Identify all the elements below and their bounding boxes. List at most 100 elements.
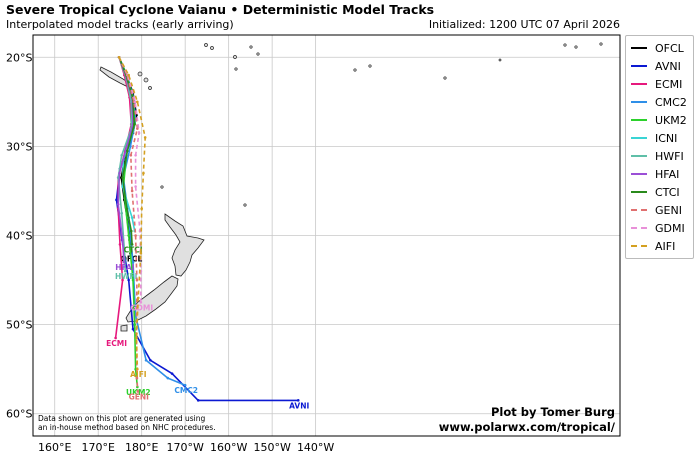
track-label-avni: AVNI — [289, 401, 309, 410]
track-point — [121, 176, 124, 179]
track-point — [118, 171, 121, 175]
track-point — [130, 189, 134, 193]
track-label-aifi: AIFI — [130, 370, 147, 379]
lon-tick-label: 180°E — [125, 441, 158, 454]
legend: OFCL AVNI ECMI CMC2 UKM2 ICNI HWFI HFAI CTCI GENI… — [625, 35, 694, 259]
legend-item-icni: ICNI — [626, 129, 693, 147]
data-note-line1: Data shown on this plot are generated us… — [38, 414, 206, 423]
track-point — [135, 336, 138, 340]
track-label-geni: GENI — [129, 392, 150, 401]
credit-url[interactable]: www.polarwx.com/tropical/ — [438, 420, 615, 434]
legend-label: AVNI — [655, 59, 681, 73]
track-point — [120, 211, 124, 215]
chart-title: Severe Tropical Cyclone Vaianu • Determi… — [6, 2, 435, 17]
legend-item-hwfi: HWFI — [626, 147, 693, 165]
legend-swatch — [631, 191, 647, 193]
lon-tick-label: 170°W — [166, 441, 203, 454]
track-point — [120, 154, 124, 157]
track-point — [131, 260, 135, 264]
track-point — [131, 278, 135, 282]
small-islands — [137, 42, 603, 207]
track-point — [140, 207, 144, 211]
legend-label: AIFI — [655, 239, 676, 253]
legend-swatch — [631, 245, 647, 247]
legend-swatch — [631, 155, 647, 157]
legend-label: UKM2 — [655, 113, 687, 127]
legend-item-aifi: AIFI — [626, 237, 693, 255]
legend-item-cmc2: CMC2 — [626, 93, 693, 111]
lon-tick-label: 170°E — [81, 441, 114, 454]
legend-label: GENI — [655, 203, 682, 217]
track-label-hfai: HFAI — [115, 263, 134, 272]
track-point — [121, 238, 124, 242]
track-point — [135, 376, 139, 380]
track-point — [133, 323, 137, 326]
data-note-line2: an in-house method based on NHC procedur… — [38, 423, 216, 432]
chart-subtitle: Interpolated model tracks (early arrivin… — [6, 18, 234, 31]
track-point — [118, 243, 122, 246]
legend-swatch — [631, 137, 647, 139]
track-point — [136, 367, 139, 371]
track-point — [196, 399, 200, 402]
track-point — [134, 154, 137, 157]
lon-tick-label: 140°W — [297, 441, 334, 454]
data-note: Data shown on this plot are generated us… — [38, 414, 216, 432]
track-label-ctci: CTCI — [124, 245, 143, 254]
track-point — [127, 73, 130, 77]
track-point — [144, 358, 148, 362]
legend-swatch — [631, 227, 647, 229]
track-point — [127, 234, 130, 237]
track-point — [122, 260, 126, 264]
track-point — [116, 203, 120, 206]
legend-label: HFAI — [655, 167, 680, 181]
map-frame — [32, 34, 621, 437]
track-point — [136, 390, 140, 393]
track-point — [131, 327, 135, 331]
track-point — [134, 185, 137, 188]
track-point — [127, 278, 130, 282]
track-point — [129, 145, 132, 148]
track-point — [117, 55, 121, 59]
legend-swatch — [631, 47, 647, 49]
legend-swatch — [631, 101, 647, 103]
lon-tick-label: 160°W — [210, 441, 247, 454]
legend-label: ECMI — [655, 77, 683, 91]
track-point — [133, 122, 136, 126]
track-point — [143, 136, 147, 139]
track-point — [115, 198, 118, 202]
legend-swatch — [631, 119, 647, 121]
track-point — [142, 171, 145, 175]
initialized-time: Initialized: 1200 UTC 07 April 2026 — [428, 18, 620, 31]
lat-tick-label: 40°S — [6, 230, 32, 243]
track-point — [126, 149, 129, 153]
legend-label: OFCL — [655, 41, 684, 55]
credit-author: Plot by Tomer Burg — [490, 405, 615, 419]
track-point — [130, 216, 134, 219]
legend-label: ICNI — [655, 131, 678, 145]
track-point — [136, 100, 139, 104]
track-point — [121, 278, 124, 282]
legend-label: GDMI — [655, 221, 685, 235]
track-point — [134, 234, 137, 237]
model-tracks: OFCLAVNIECMICMC2UKM2HWFIHFAICTCIGENIGDMI… — [106, 55, 310, 410]
legend-label: HWFI — [655, 149, 684, 163]
lon-tick-label: 160°E — [38, 441, 71, 454]
legend-swatch — [631, 65, 647, 67]
track-point — [130, 243, 134, 246]
lat-tick-label: 30°S — [6, 140, 32, 153]
legend-item-gdmi: GDMI — [626, 219, 693, 237]
track-point — [123, 269, 127, 273]
lat-tick-label: 60°S — [6, 408, 32, 421]
lon-tick-label: 150°W — [253, 441, 290, 454]
track-point — [125, 207, 129, 211]
track-point — [170, 372, 174, 375]
legend-label: CTCI — [655, 185, 680, 199]
track-label-hwfi: HWFI — [115, 272, 138, 281]
new-zealand-north-island — [164, 213, 205, 277]
legend-item-ofcl: OFCL — [626, 39, 693, 57]
track-point — [139, 252, 143, 255]
legend-label: CMC2 — [655, 95, 687, 109]
legend-swatch — [631, 209, 647, 211]
legend-item-ecmi: ECMI — [626, 75, 693, 93]
